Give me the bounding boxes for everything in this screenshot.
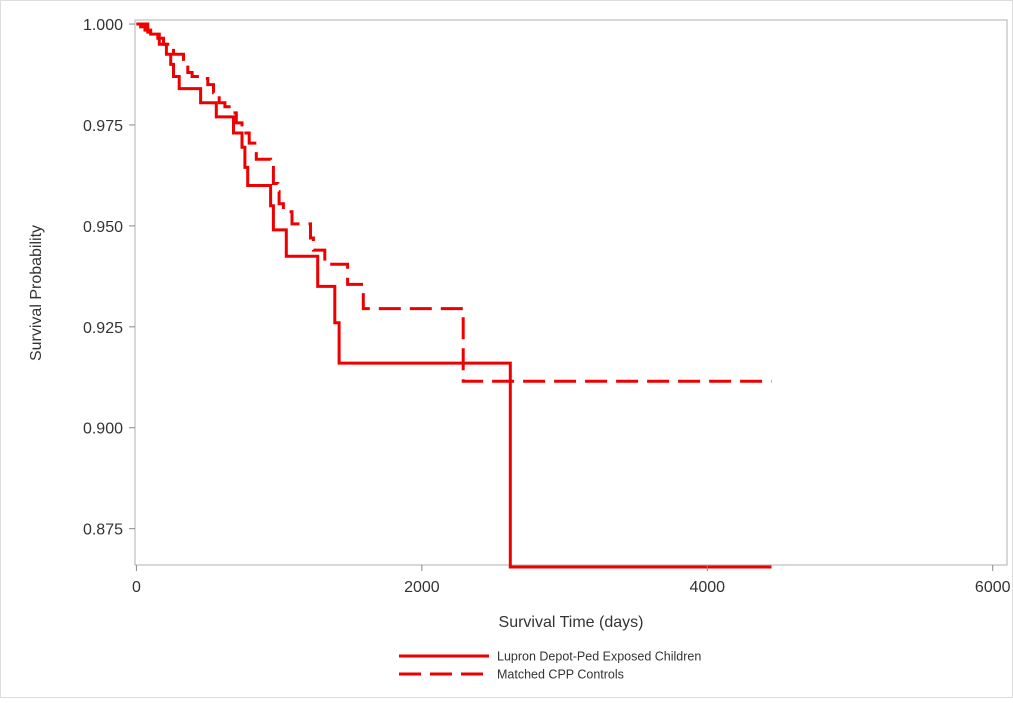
y-tick-label: 0.925 <box>83 320 123 337</box>
y-tick-label: 0.875 <box>83 522 123 539</box>
y-tick-label: 0.950 <box>83 219 123 236</box>
x-tick-label: 2000 <box>404 579 440 596</box>
x-tick-label: 4000 <box>689 579 725 596</box>
legend-label: Lupron Depot-Ped Exposed Children <box>497 650 701 664</box>
y-tick-label: 1.000 <box>83 17 123 34</box>
x-tick-label: 6000 <box>975 579 1011 596</box>
x-tick-label: 0 <box>132 579 141 596</box>
x-axis-title: Survival Time (days) <box>499 614 644 631</box>
y-axis-title: Survival Probability <box>28 225 45 361</box>
y-axis: 0.875 0.900 0.925 0.950 0.975 1.000 <box>83 17 135 539</box>
legend-label: Matched CPP Controls <box>497 668 624 682</box>
plot-area <box>134 19 1008 569</box>
legend: Lupron Depot-Ped Exposed Children Matched… <box>399 650 701 682</box>
y-tick-label: 0.975 <box>83 118 123 135</box>
series-line-controls <box>136 22 772 383</box>
y-tick-label: 0.900 <box>83 421 123 438</box>
plot-frame <box>134 19 1008 566</box>
x-axis: 0 2000 4000 6000 <box>132 565 1011 596</box>
